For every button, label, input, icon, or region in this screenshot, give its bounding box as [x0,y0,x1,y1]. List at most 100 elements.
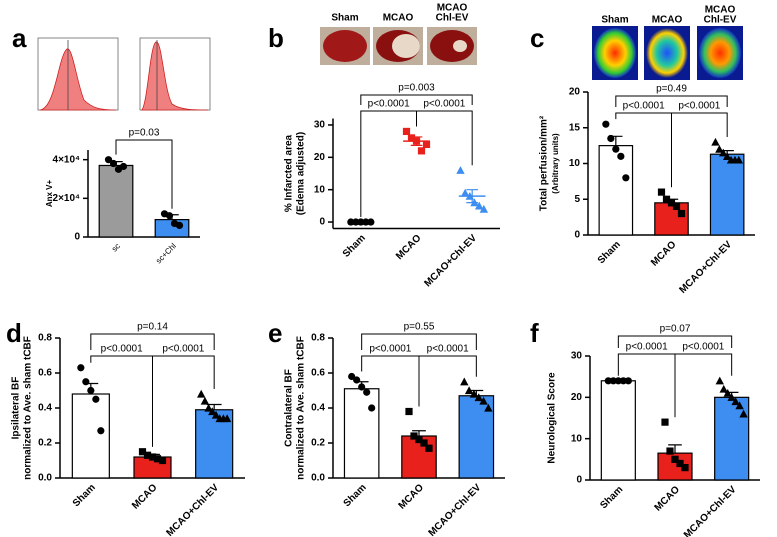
p-value-label: p<0.0001 [423,99,465,110]
p-value-label: p<0.0001 [678,101,720,112]
x-tick-label: MCAO [397,482,427,512]
data-point [469,389,479,398]
data-point [622,174,630,182]
y-axis-sublabel: normalized to Ave. sham tCBF [23,336,34,480]
y-axis-sublabel: (Arbitrary units) [551,133,560,194]
data-point [143,451,152,459]
y-tick-label: 20 [314,152,326,163]
y-tick-label: 10 [571,433,583,444]
p-value-label: p<0.0001 [427,344,469,355]
y-tick-label: 30 [314,120,326,131]
data-point [667,199,676,207]
panel-label: a [12,23,27,53]
data-point [617,152,625,160]
data-point [97,427,105,435]
data-point [412,137,421,145]
image-label: MCAO [652,15,683,26]
panel-label: f [530,318,539,348]
data-point [222,414,232,423]
significance-bracket [674,353,733,418]
data-point [470,198,479,207]
data-point [456,166,465,174]
x-tick-label: sc+Chl [154,241,178,265]
image-label: MCAO [705,5,736,16]
data-point [671,455,679,463]
data-point [604,377,612,385]
y-tick-label: 0.4 [311,403,325,414]
data-point [460,377,469,386]
y-tick-label: 0 [74,232,80,243]
perfusion-image [699,28,741,78]
panel-label: c [530,23,544,53]
data-point [119,162,128,171]
data-point [607,134,615,143]
significance-bracket [152,355,215,447]
data-point [619,377,627,385]
data-point [407,134,416,142]
data-point [357,218,365,226]
x-tick-label: MCAO+Chl-EV [164,482,221,537]
data-point [153,455,162,463]
x-tick-label: Sham [341,233,368,260]
data-point [676,459,684,468]
data-point [405,407,413,416]
y-tick-label: 30 [571,351,583,362]
data-point [484,403,493,412]
bar [343,388,380,479]
data-point [208,407,217,416]
y-axis-label: % Infarcted area [284,134,295,212]
x-tick-label: Sham [342,482,369,509]
y-axis-sublabel: normalized to Ave. sham tCBF [296,336,307,480]
data-point [739,409,748,418]
data-point [735,401,744,410]
data-point [417,147,426,155]
data-point [474,201,484,210]
x-tick-label: MCAO+Chl-EV [677,239,734,296]
data-point [681,464,689,472]
y-tick-label: 0.8 [311,333,325,344]
y-tick-label: 2×10⁴ [53,193,81,204]
data-point [197,389,206,398]
p-value-label: p<0.0001 [369,344,411,355]
data-point [719,148,728,157]
infarct-area [392,34,420,58]
y-tick-label: 5 [574,194,580,205]
data-point [711,137,720,146]
image-label: MCAO [383,13,414,24]
data-point [362,218,370,226]
p-value-label: p=0.49 [656,84,687,95]
data-point [165,212,174,220]
y-tick-label: 4×10⁴ [53,154,81,165]
error-bar [206,403,222,410]
flow-histogram [37,37,119,111]
data-point [420,439,428,447]
bar [709,153,745,236]
data-point [661,418,669,426]
data-point [727,393,736,401]
data-point [104,156,113,164]
data-point [358,383,366,391]
data-point [715,145,724,153]
data-point [410,432,418,440]
data-point [479,204,489,213]
image-label: Chl-EV [704,15,737,26]
data-point [109,159,118,168]
image-label: MCAO [437,3,468,14]
y-tick-label: 20 [571,392,583,403]
y-tick-label: 0.4 [38,403,52,414]
bar [654,202,689,236]
image-label: Sham [601,15,628,26]
data-point [662,195,671,203]
significance-bracket [90,333,215,350]
infarct-area [453,40,467,52]
error-bar [412,430,426,436]
significance-bracket [615,95,728,107]
data-point [609,377,617,385]
data-point [479,396,488,405]
x-tick-label: sc [110,242,122,254]
p-value-label: p=0.55 [404,322,435,333]
p-value-label: p<0.0001 [626,342,668,353]
data-point [624,377,632,385]
image-label: Chl-EV [436,13,469,24]
x-tick-label: MCAO [649,239,679,269]
